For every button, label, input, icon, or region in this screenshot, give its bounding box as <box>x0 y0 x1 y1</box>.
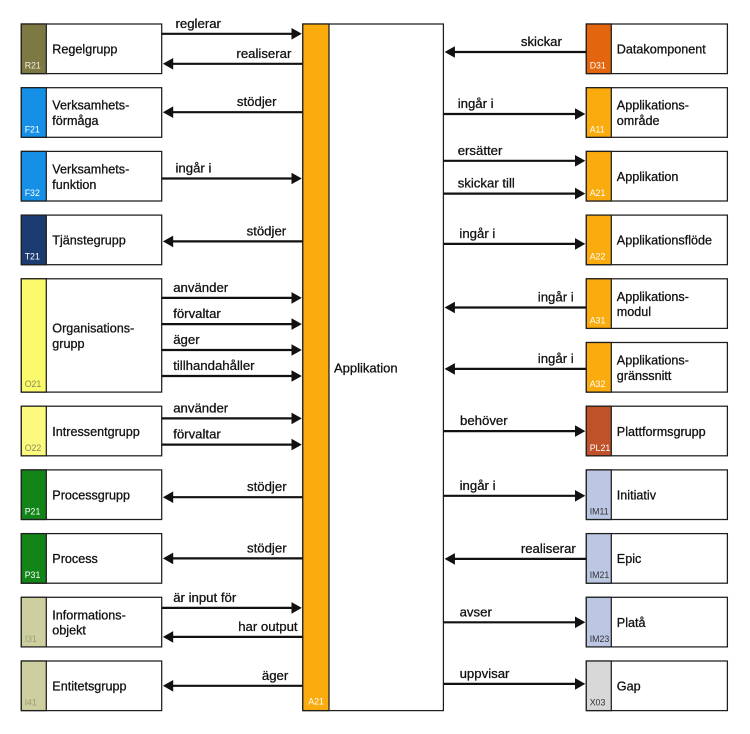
svg-text:använder: använder <box>173 400 229 415</box>
svg-text:behöver: behöver <box>460 413 508 428</box>
svg-text:reglerar: reglerar <box>176 16 222 31</box>
svg-text:Applikations-: Applikations- <box>617 354 689 368</box>
svg-text:område: område <box>617 114 660 128</box>
svg-text:ersätter: ersätter <box>458 143 503 158</box>
svg-text:O22: O22 <box>25 443 42 453</box>
svg-text:Intressentgrupp: Intressentgrupp <box>52 425 140 439</box>
svg-text:stödjer: stödjer <box>247 223 287 238</box>
svg-text:X03: X03 <box>590 698 606 708</box>
svg-text:Processgrupp: Processgrupp <box>52 489 130 503</box>
svg-text:modul: modul <box>617 305 651 319</box>
svg-text:O21: O21 <box>25 379 42 389</box>
svg-text:ingår i: ingår i <box>460 478 496 493</box>
svg-text:Organisations-: Organisations- <box>52 322 134 336</box>
svg-text:I41: I41 <box>25 698 37 708</box>
svg-text:ingår i: ingår i <box>538 351 574 366</box>
svg-text:Plattformsgrupp: Plattformsgrupp <box>617 425 706 439</box>
svg-text:Entitetsgrupp: Entitetsgrupp <box>52 680 126 694</box>
svg-text:ingår i: ingår i <box>176 161 212 176</box>
svg-text:Platå: Platå <box>617 616 646 630</box>
svg-text:uppvisar: uppvisar <box>460 666 510 681</box>
svg-text:Regelgrupp: Regelgrupp <box>52 43 117 57</box>
svg-text:stödjer: stödjer <box>247 479 287 494</box>
svg-text:F21: F21 <box>25 124 40 134</box>
svg-text:PL21: PL21 <box>590 443 611 453</box>
svg-text:skickar: skickar <box>521 34 563 49</box>
svg-text:funktion: funktion <box>52 178 96 192</box>
svg-text:Epic: Epic <box>617 552 642 566</box>
svg-text:är input för: är input för <box>173 590 237 605</box>
svg-text:ingår i: ingår i <box>458 96 494 111</box>
svg-text:F32: F32 <box>25 188 40 198</box>
svg-text:IM11: IM11 <box>590 507 609 517</box>
svg-text:Initiativ: Initiativ <box>617 489 657 503</box>
svg-text:Gap: Gap <box>617 680 641 694</box>
svg-text:IM21: IM21 <box>590 570 610 580</box>
svg-text:R21: R21 <box>25 61 41 71</box>
svg-text:A11: A11 <box>590 124 605 134</box>
svg-text:I31: I31 <box>25 634 37 644</box>
svg-text:använder: använder <box>173 280 229 295</box>
svg-text:förmåga: förmåga <box>52 114 98 128</box>
svg-text:D31: D31 <box>590 61 606 71</box>
svg-text:gränssnitt: gränssnitt <box>617 369 672 383</box>
svg-text:A21: A21 <box>308 697 324 707</box>
svg-text:Verksamhets-: Verksamhets- <box>52 99 129 113</box>
svg-text:IM23: IM23 <box>590 634 610 644</box>
svg-text:skickar till: skickar till <box>458 176 515 191</box>
svg-text:Datakomponent: Datakomponent <box>617 43 706 57</box>
svg-text:äger: äger <box>173 332 200 347</box>
svg-text:Informations-: Informations- <box>52 608 126 622</box>
svg-text:stödjer: stödjer <box>247 540 287 555</box>
svg-text:P21: P21 <box>25 507 41 517</box>
svg-text:har output: har output <box>238 619 298 634</box>
svg-text:Applikations-: Applikations- <box>617 290 689 304</box>
svg-text:P31: P31 <box>25 570 41 580</box>
svg-text:A31: A31 <box>590 315 606 325</box>
svg-text:realiserar: realiserar <box>521 541 577 556</box>
svg-text:A22: A22 <box>590 252 606 262</box>
svg-text:T21: T21 <box>25 252 40 262</box>
svg-text:äger: äger <box>262 668 289 683</box>
svg-text:ingår i: ingår i <box>538 290 574 305</box>
svg-text:stödjer: stödjer <box>237 94 277 109</box>
svg-text:realiserar: realiserar <box>236 46 292 61</box>
svg-text:Applikation: Applikation <box>334 361 398 376</box>
svg-text:Process: Process <box>52 552 98 566</box>
svg-text:avser: avser <box>460 604 493 619</box>
svg-text:objekt: objekt <box>52 624 86 638</box>
svg-text:Applikation: Applikation <box>617 170 679 184</box>
svg-text:Applikationsflöde: Applikationsflöde <box>617 234 712 248</box>
svg-text:förvaltar: förvaltar <box>173 306 221 321</box>
svg-text:A32: A32 <box>590 379 606 389</box>
svg-text:Applikations-: Applikations- <box>617 99 689 113</box>
svg-text:förvaltar: förvaltar <box>173 427 221 442</box>
svg-text:grupp: grupp <box>52 337 84 351</box>
svg-text:A21: A21 <box>590 188 606 198</box>
svg-text:tillhandahåller: tillhandahåller <box>173 358 255 373</box>
svg-text:Verksamhets-: Verksamhets- <box>52 162 129 176</box>
svg-text:Tjänstegrupp: Tjänstegrupp <box>52 234 126 248</box>
svg-text:ingår i: ingår i <box>459 226 495 241</box>
